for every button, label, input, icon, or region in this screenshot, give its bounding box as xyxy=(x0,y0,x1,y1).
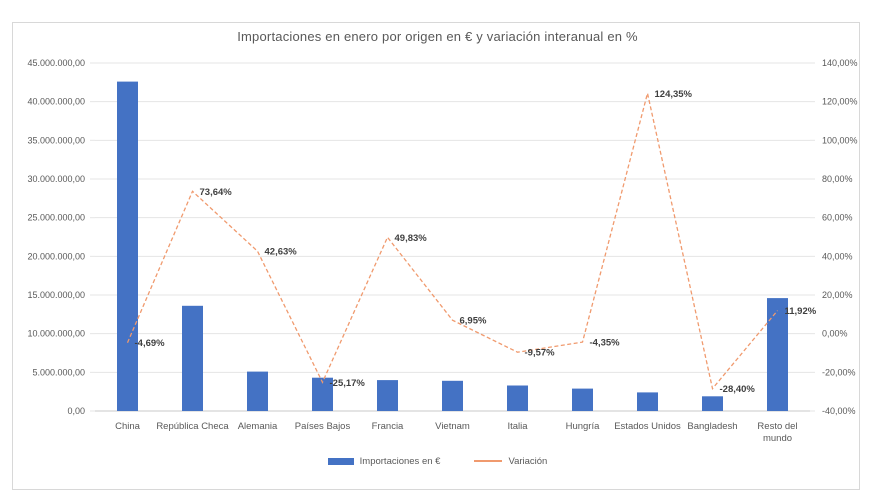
variation-data-label: 42,63% xyxy=(265,247,298,258)
left-axis-tick-label: 20.000.000,00 xyxy=(27,251,85,261)
x-axis-category-label: Países Bajos xyxy=(295,421,351,432)
left-axis-tick-label: 15.000.000,00 xyxy=(27,290,85,300)
x-axis-category-label: Bangladesh xyxy=(687,421,737,432)
import-bar xyxy=(507,385,528,411)
left-axis-tick-label: 25.000.000,00 xyxy=(27,213,85,223)
left-axis-tick-label: 40.000.000,00 xyxy=(27,97,85,107)
x-axis-category-label: Francia xyxy=(372,421,404,432)
legend-label-importaciones: Importaciones en € xyxy=(359,455,441,467)
import-bar xyxy=(377,380,398,411)
legend-item-variacion: Variación xyxy=(474,456,547,467)
import-bar xyxy=(182,305,203,411)
left-axis-tick-label: 10.000.000,00 xyxy=(27,329,85,339)
import-bar xyxy=(637,392,658,411)
right-axis-tick-label: 100,00% xyxy=(822,135,858,145)
right-axis-tick-label: -20,00% xyxy=(822,367,856,377)
legend-item-importaciones: Importaciones en € xyxy=(327,455,441,467)
line-series-swatch-icon xyxy=(474,460,503,462)
right-axis-tick-label: -40,00% xyxy=(822,406,856,416)
import-bar xyxy=(572,388,593,411)
import-bar xyxy=(442,380,463,411)
import-bar xyxy=(702,396,723,411)
left-axis-tick-label: 5.000.000,00 xyxy=(32,367,85,377)
right-axis-tick-label: 80,00% xyxy=(822,174,853,184)
variation-data-label: -9,57% xyxy=(525,348,556,359)
left-axis-tick-label: 35.000.000,00 xyxy=(27,135,85,145)
x-axis-category-label: República Checa xyxy=(156,421,229,432)
x-axis-category-label: China xyxy=(115,421,141,432)
right-axis-tick-label: 20,00% xyxy=(822,290,853,300)
right-axis-tick-label: 60,00% xyxy=(822,213,853,223)
import-bar xyxy=(767,298,788,411)
variation-data-label: 73,64% xyxy=(200,187,233,198)
x-axis-category-label: Estados Unidos xyxy=(614,421,681,432)
variation-data-label: 49,83% xyxy=(395,233,428,244)
right-axis-tick-label: 40,00% xyxy=(822,251,853,261)
legend-label-variacion: Variación xyxy=(508,455,548,467)
variation-data-label: -28,40% xyxy=(720,384,756,395)
variation-data-label: -25,17% xyxy=(330,378,366,389)
variation-data-label: -4,35% xyxy=(590,338,621,349)
x-axis-category-label: mundo xyxy=(763,433,792,444)
x-axis-category-label: Hungría xyxy=(566,421,601,432)
variation-data-label: -4,69% xyxy=(135,338,166,349)
variation-data-label: 124,35% xyxy=(655,89,693,100)
left-axis-tick-label: 45.000.000,00 xyxy=(27,58,85,68)
import-bar xyxy=(247,371,268,411)
x-axis-category-label: Alemania xyxy=(238,421,278,432)
right-axis-tick-label: 140,00% xyxy=(822,58,858,68)
bar-series-swatch-icon xyxy=(327,457,354,465)
left-axis-tick-label: 0,00 xyxy=(67,406,85,416)
chart-title: Importaciones en enero por origen en € y… xyxy=(237,29,638,44)
left-axis-tick-label: 30.000.000,00 xyxy=(27,174,85,184)
chart-legend: Importaciones en € Variación xyxy=(0,453,875,469)
variation-data-label: 6,95% xyxy=(460,316,487,327)
right-axis-tick-label: 0,00% xyxy=(822,329,848,339)
x-axis-category-label: Italia xyxy=(507,421,528,432)
import-bar xyxy=(117,81,138,411)
right-axis-tick-label: 120,00% xyxy=(822,97,858,107)
x-axis-category-label: Resto del xyxy=(757,421,797,432)
import-bar xyxy=(312,377,333,411)
variation-data-label: 11,92% xyxy=(785,306,817,317)
x-axis-category-label: Vietnam xyxy=(435,421,470,432)
variation-line xyxy=(126,93,778,391)
